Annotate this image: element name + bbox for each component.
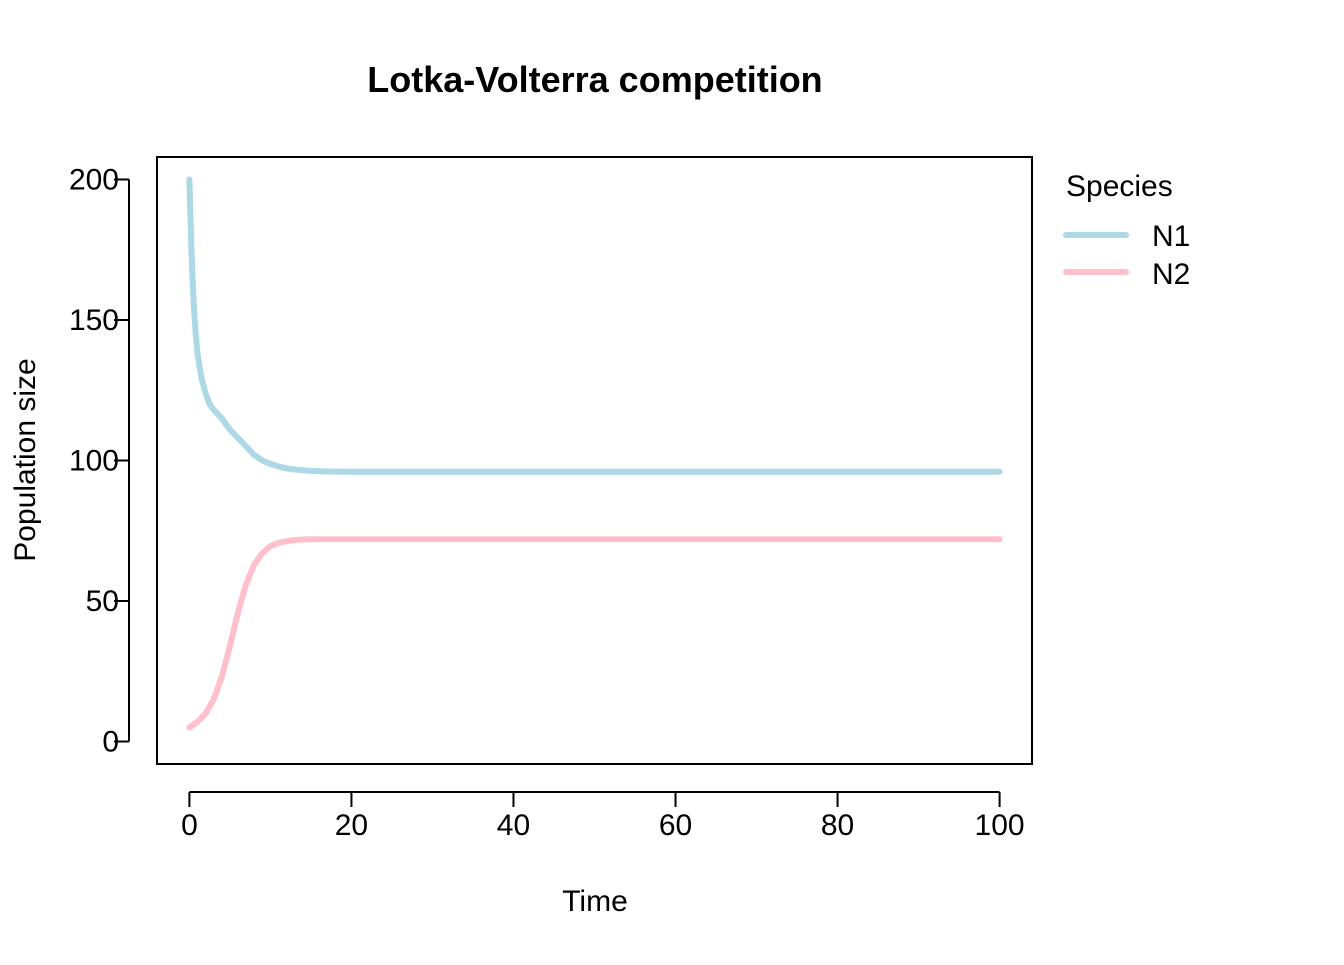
x-axis: 0 20 40 60 80 100 (181, 791, 1025, 842)
series-line-n1 (186, 176, 1003, 475)
x-tick-label: 80 (821, 809, 854, 842)
chart-title: Lotka-Volterra competition (367, 59, 822, 100)
y-axis-label: Population size (9, 358, 42, 561)
x-tick-label: 40 (497, 809, 530, 842)
y-tick-label: 0 (102, 726, 119, 759)
y-tick-label: 100 (69, 445, 119, 478)
y-axis: 0 50 100 150 200 (69, 163, 130, 759)
series-line-n2 (186, 536, 1003, 731)
y-tick-label: 150 (69, 304, 119, 337)
legend-label-n1: N1 (1152, 220, 1190, 253)
x-tick-label: 60 (659, 809, 692, 842)
y-tick-label: 200 (69, 163, 119, 196)
x-tick-label: 0 (181, 809, 198, 842)
legend-label-n2: N2 (1152, 258, 1190, 291)
x-tick-label: 20 (335, 809, 368, 842)
legend-title: Species (1066, 170, 1173, 203)
x-tick-label: 100 (975, 809, 1025, 842)
x-axis-label: Time (562, 885, 628, 918)
plot-frame (156, 156, 1033, 765)
legend: Species N1 N2 (1063, 170, 1190, 291)
series-layer (186, 176, 1003, 731)
y-tick-label: 50 (86, 585, 119, 618)
